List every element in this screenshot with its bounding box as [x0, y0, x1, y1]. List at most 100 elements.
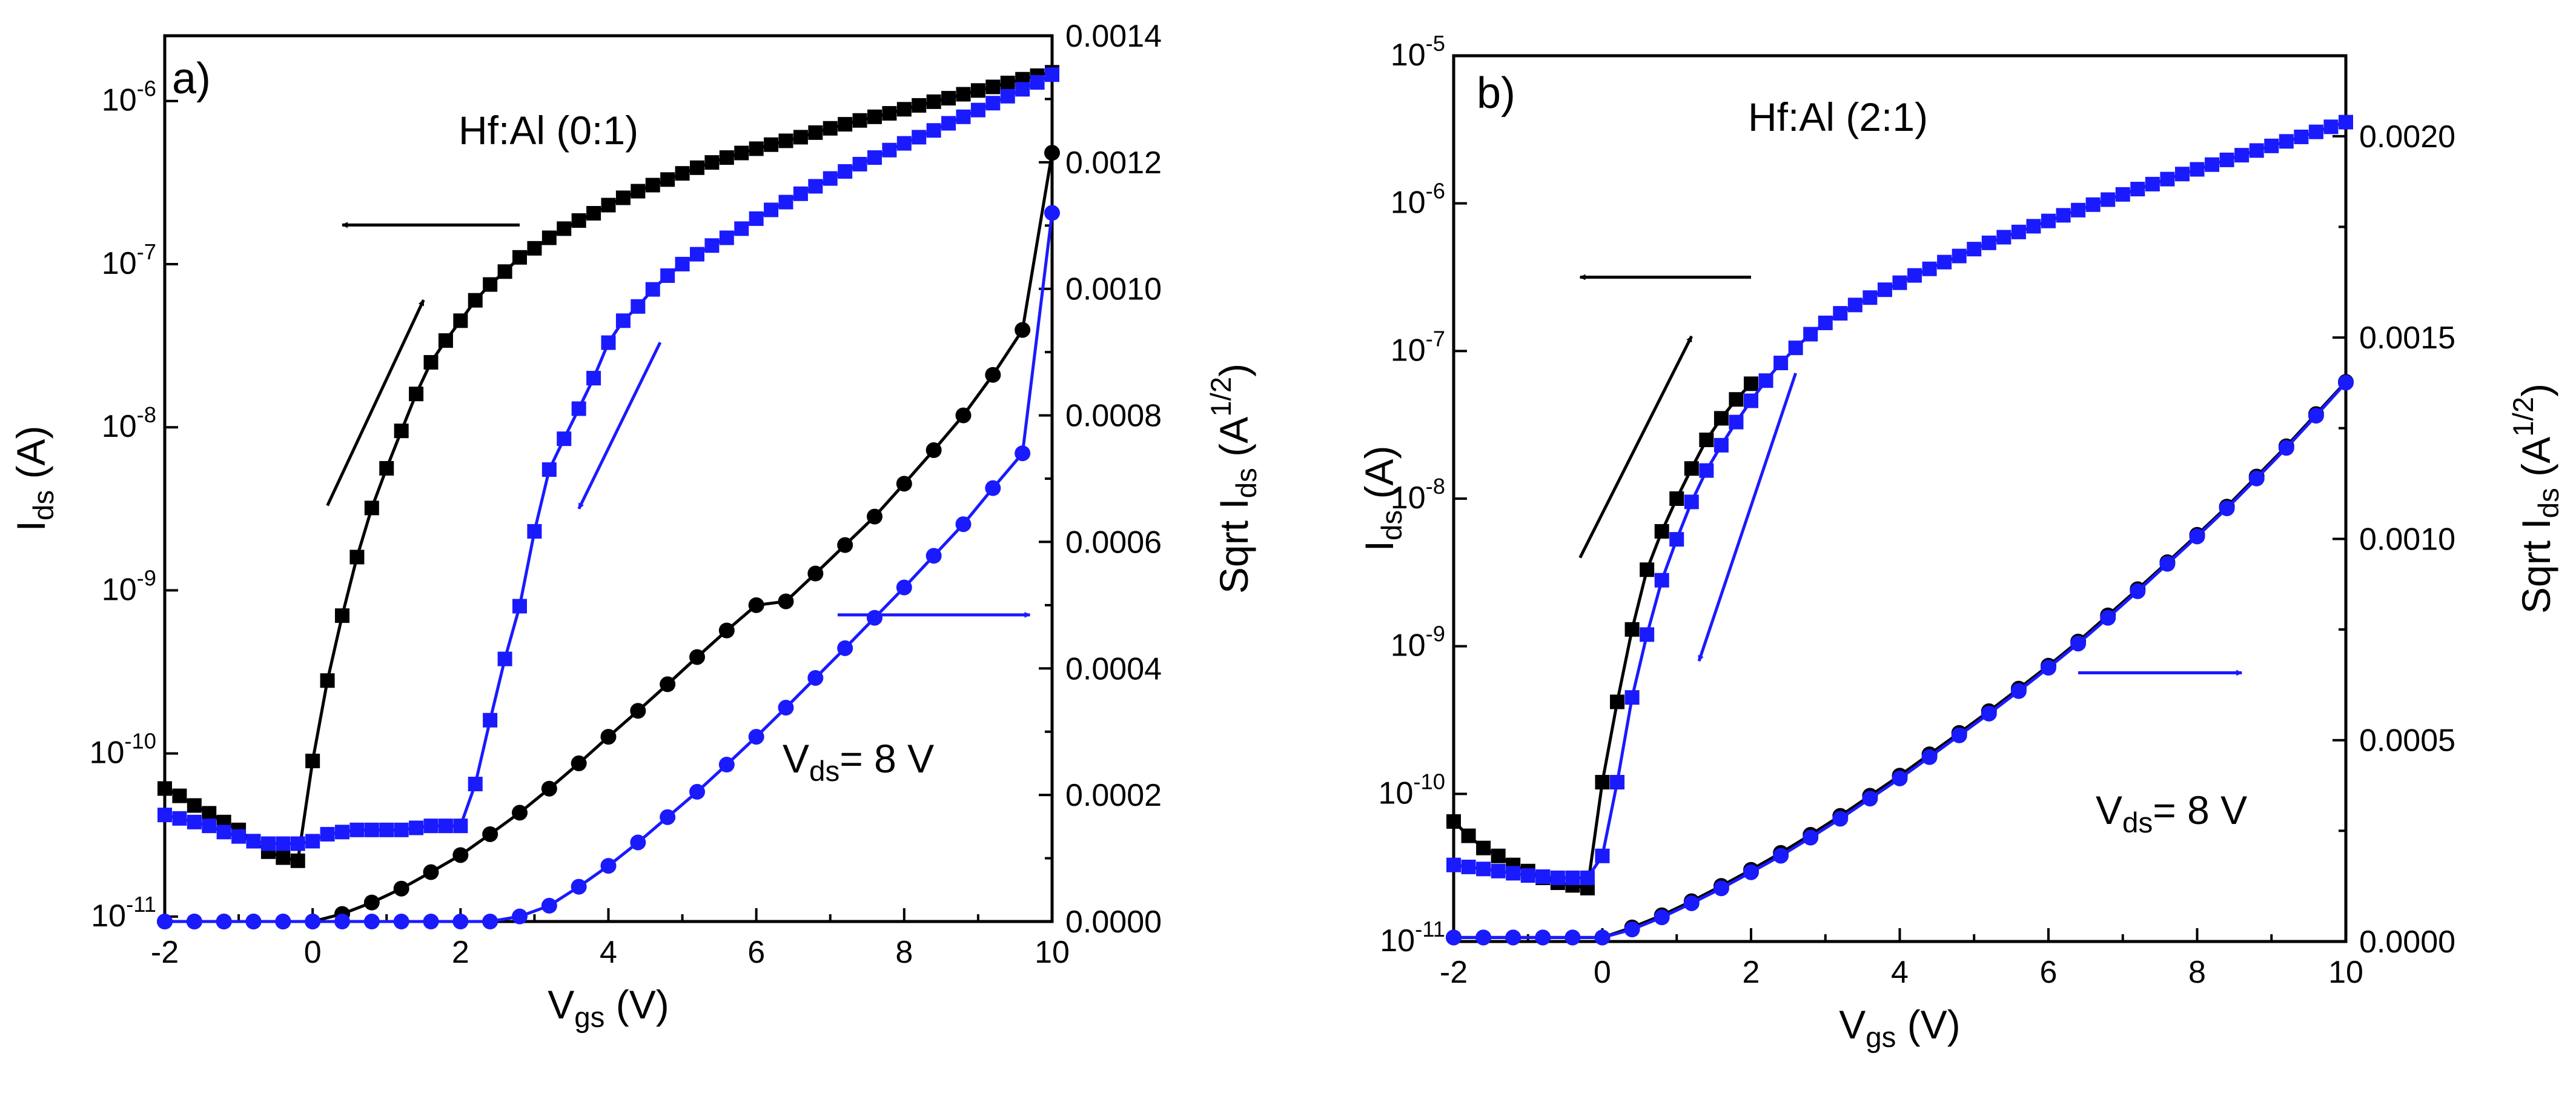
data-point [335, 825, 349, 840]
data-point [1044, 205, 1060, 221]
data-point [1699, 433, 1714, 448]
data-point [956, 109, 971, 124]
data-point [2115, 187, 2130, 202]
data-point [955, 407, 972, 423]
data-point [393, 914, 409, 929]
data-point [335, 608, 349, 623]
data-point [808, 179, 823, 194]
data-point [2189, 528, 2205, 545]
data-point [749, 211, 764, 226]
series-sqrt-ids-forward [157, 145, 1060, 929]
data-point [586, 371, 601, 386]
data-point [749, 141, 764, 156]
y-right-tick-label: 0.0004 [1065, 651, 1162, 686]
x-axis-label: Vgs (V) [548, 982, 669, 1034]
data-point [956, 87, 971, 102]
data-point [1729, 414, 1744, 430]
series-line [165, 152, 1054, 923]
data-point [912, 98, 927, 113]
data-point [1847, 297, 1862, 313]
data-point [1713, 437, 1729, 453]
x-tick-label: 2 [1743, 955, 1760, 990]
data-point [245, 914, 262, 929]
data-point [1833, 306, 1848, 321]
data-point [838, 164, 853, 179]
y-left-tick-label: 10-8 [102, 402, 156, 444]
x-tick-label: 4 [1891, 955, 1909, 990]
data-point [1773, 848, 1789, 864]
series-line [1453, 121, 2346, 880]
series-sqrt-ids-reverse [1446, 374, 2354, 946]
data-point [941, 116, 956, 131]
data-point [718, 757, 735, 773]
y-left-axis-label: Ids (A) [1357, 446, 1408, 552]
data-point [615, 190, 631, 205]
data-point [276, 850, 291, 865]
data-point [660, 809, 676, 825]
sample-label: Hf:Al (2:1) [1748, 95, 1928, 139]
data-point [438, 333, 453, 348]
data-point [364, 500, 379, 516]
y-right-tick-label: 0.0005 [2359, 723, 2455, 759]
data-point [1922, 261, 1937, 276]
y-right-tick-label: 0.0020 [2359, 119, 2455, 154]
data-point [645, 282, 660, 297]
data-point [1907, 268, 1922, 283]
data-point [778, 700, 794, 716]
data-point [379, 460, 394, 476]
data-point [541, 897, 557, 914]
data-point [793, 130, 808, 145]
data-point [468, 293, 483, 308]
data-point [2308, 124, 2323, 139]
x-tick-label: 6 [747, 935, 765, 970]
data-point [1610, 694, 1625, 709]
data-point [1580, 870, 1595, 885]
data-point [202, 806, 217, 821]
x-tick-label: 8 [2188, 955, 2206, 990]
data-point [260, 836, 276, 851]
data-point [630, 703, 646, 719]
data-point [305, 753, 320, 768]
data-point [719, 150, 734, 165]
data-point [1491, 848, 1506, 863]
data-point [1564, 929, 1581, 946]
data-point [852, 156, 867, 171]
data-point [867, 609, 882, 626]
data-point [1684, 461, 1699, 476]
data-point [1505, 929, 1521, 946]
y-right-tick-label: 0.0010 [1065, 272, 1162, 307]
data-point [363, 894, 380, 911]
data-point [2234, 148, 2250, 163]
data-point [631, 299, 646, 314]
y-left-tick-label: 10-10 [90, 729, 156, 771]
data-point [1803, 327, 1818, 342]
data-point [1030, 75, 1045, 90]
data-point [571, 878, 587, 895]
data-point [1683, 895, 1700, 911]
data-point [349, 822, 365, 837]
data-point [1951, 727, 1967, 743]
data-point [896, 102, 912, 117]
data-point [1640, 627, 1655, 642]
data-point [1594, 929, 1611, 946]
data-point [246, 834, 261, 849]
data-point [2339, 115, 2353, 130]
data-point [172, 788, 187, 803]
data-point [2056, 208, 2071, 223]
data-point [601, 198, 616, 213]
sample-label: Hf:Al (0:1) [459, 108, 638, 153]
data-point [1461, 859, 1476, 874]
data-point [1937, 254, 1952, 270]
data-point [955, 516, 972, 533]
data-point [363, 914, 380, 929]
data-point [1967, 242, 1982, 257]
data-point [867, 150, 882, 165]
x-tick-label: 4 [600, 935, 617, 970]
series-line [1454, 380, 2347, 939]
data-point [275, 914, 291, 929]
data-point [1044, 145, 1060, 161]
data-point [970, 102, 985, 118]
data-point [807, 565, 824, 582]
y-left-tick-label: 10-11 [91, 892, 156, 934]
